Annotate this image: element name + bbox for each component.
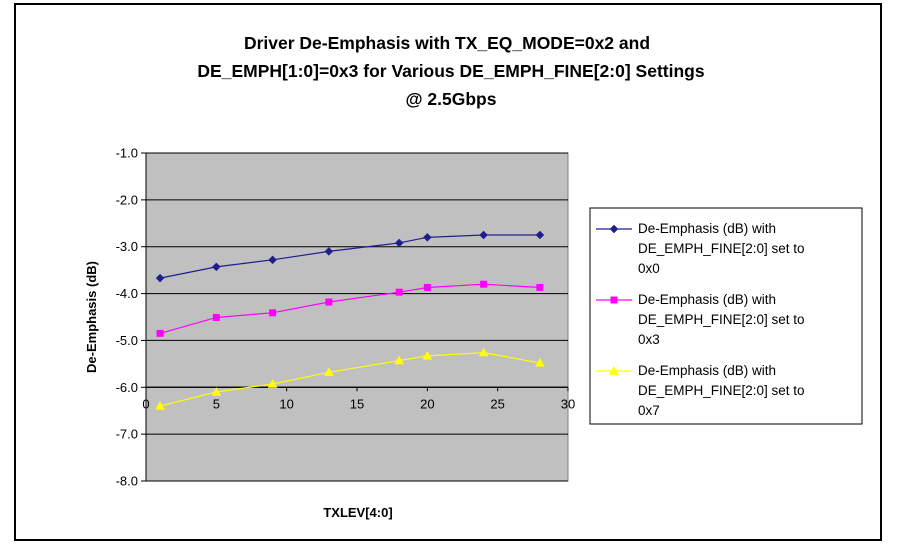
chart-frame bbox=[14, 3, 882, 541]
legend-entry-2: De-Emphasis (dB) with DE_EMPH_FINE[2:0] s… bbox=[596, 363, 805, 418]
data-point bbox=[212, 313, 220, 321]
data-point bbox=[394, 355, 405, 365]
data-point bbox=[325, 298, 333, 306]
x-tick-label: 20 bbox=[420, 396, 434, 411]
y-tick-label: -7.0 bbox=[116, 427, 138, 442]
y-axis-title: De-Emphasis (dB) bbox=[84, 261, 99, 373]
y-tick-label: -6.0 bbox=[116, 380, 138, 395]
data-point bbox=[422, 350, 433, 360]
data-point bbox=[269, 309, 277, 317]
x-tick-label: 10 bbox=[279, 396, 293, 411]
x-tick-label: 5 bbox=[213, 396, 220, 411]
data-point bbox=[394, 238, 404, 248]
x-axis-ticks: 0 5 10 15 20 25 30 bbox=[142, 386, 575, 411]
data-point bbox=[478, 347, 489, 357]
chart-title-line-2: DE_EMPH[1:0]=0x3 for Various DE_EMPH_FIN… bbox=[197, 61, 704, 81]
y-axis-ticks: -1.0 -2.0 -3.0 -4.0 -5.0 -6.0 -7.0 -8.0 bbox=[116, 146, 147, 489]
legend-label-line: De-Emphasis (dB) with bbox=[638, 292, 776, 307]
chart-title-line-3: @ 2.5Gbps bbox=[406, 89, 497, 109]
legend-label-line: 0x3 bbox=[638, 332, 660, 347]
chart-title-line-1: Driver De-Emphasis with TX_EQ_MODE=0x2 a… bbox=[244, 33, 650, 53]
legend-label-line: DE_EMPH_FINE[2:0] set to bbox=[638, 383, 805, 398]
y-tick-label: -2.0 bbox=[116, 192, 138, 207]
y-tick-label: -8.0 bbox=[116, 474, 138, 489]
series-layer bbox=[155, 230, 545, 410]
legend-label-line: 0x0 bbox=[638, 261, 660, 276]
data-point bbox=[155, 273, 165, 283]
legend-label-line: De-Emphasis (dB) with bbox=[638, 363, 776, 378]
data-point bbox=[535, 230, 545, 240]
y-tick-label: -3.0 bbox=[116, 239, 138, 254]
legend-swatch-marker bbox=[609, 365, 619, 375]
legend-label-line: DE_EMPH_FINE[2:0] set to bbox=[638, 241, 805, 256]
x-tick-label: 0 bbox=[142, 396, 149, 411]
x-tick-label: 15 bbox=[350, 396, 364, 411]
legend-label-line: DE_EMPH_FINE[2:0] set to bbox=[638, 312, 805, 327]
data-point bbox=[268, 255, 277, 265]
legend-label-line: De-Emphasis (dB) with bbox=[638, 221, 776, 236]
y-tick-label: -4.0 bbox=[116, 286, 138, 301]
legend-entry-1: De-Emphasis (dB) with DE_EMPH_FINE[2:0] s… bbox=[596, 292, 805, 347]
chart-title: Driver De-Emphasis with TX_EQ_MODE=0x2 a… bbox=[197, 33, 704, 109]
legend-box bbox=[589, 207, 863, 425]
series-line bbox=[159, 283, 540, 334]
legend-entry-0: De-Emphasis (dB) with DE_EMPH_FINE[2:0] s… bbox=[596, 221, 805, 276]
data-point bbox=[324, 247, 334, 256]
data-point bbox=[480, 280, 488, 288]
legend-swatch-marker bbox=[610, 296, 618, 304]
series-line bbox=[159, 234, 540, 279]
data-point bbox=[155, 401, 165, 410]
data-point bbox=[323, 367, 334, 377]
data-point bbox=[422, 232, 432, 242]
data-point bbox=[267, 378, 278, 388]
data-point bbox=[156, 329, 164, 337]
series-2 bbox=[155, 347, 545, 410]
x-tick-label: 25 bbox=[490, 396, 504, 411]
series-1 bbox=[156, 280, 544, 337]
data-point bbox=[534, 357, 545, 367]
x-tick-label: 30 bbox=[561, 396, 575, 411]
data-point bbox=[423, 283, 431, 291]
data-point bbox=[395, 288, 403, 296]
y-tick-label: -5.0 bbox=[116, 333, 138, 348]
legend-swatch-marker bbox=[609, 224, 619, 234]
x-axis-title: TXLEV[4:0] bbox=[323, 505, 392, 520]
legend: De-Emphasis (dB) with DE_EMPH_FINE[2:0] s… bbox=[589, 207, 863, 425]
data-point bbox=[211, 386, 222, 396]
series-line bbox=[159, 352, 540, 407]
legend-label-line: 0x7 bbox=[638, 403, 660, 418]
data-point bbox=[211, 262, 221, 272]
plot-area bbox=[145, 152, 569, 482]
gridlines bbox=[146, 152, 568, 482]
y-tick-label: -1.0 bbox=[116, 146, 138, 161]
series-0 bbox=[155, 230, 545, 283]
data-point bbox=[536, 283, 544, 291]
data-point bbox=[479, 230, 488, 240]
